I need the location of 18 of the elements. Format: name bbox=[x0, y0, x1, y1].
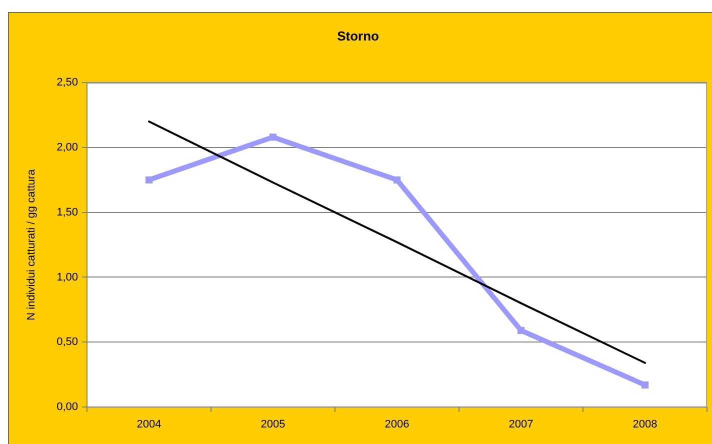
x-tick-label: 2007 bbox=[508, 418, 534, 431]
x-tick-label: 2008 bbox=[632, 418, 658, 431]
x-tick-label: 2004 bbox=[136, 418, 162, 431]
chart-title: Storno bbox=[337, 28, 379, 44]
x-tick-label: 2006 bbox=[384, 418, 410, 431]
y-tick-label: 2,50 bbox=[56, 76, 78, 89]
y-tick-label: 0,50 bbox=[56, 336, 78, 348]
point bbox=[393, 176, 401, 184]
y-tick-label: 2,00 bbox=[56, 142, 78, 154]
y-tick-label: 0,00 bbox=[56, 401, 78, 414]
point bbox=[517, 326, 525, 334]
point bbox=[641, 381, 649, 388]
y-tick-label: 1,00 bbox=[56, 271, 78, 284]
x-tick-label: 2005 bbox=[260, 418, 286, 431]
point bbox=[145, 176, 153, 184]
point bbox=[269, 134, 277, 141]
y-axis-title: N individui catturati / gg cattura bbox=[26, 168, 38, 320]
y-tick-label: 1,50 bbox=[56, 206, 78, 218]
